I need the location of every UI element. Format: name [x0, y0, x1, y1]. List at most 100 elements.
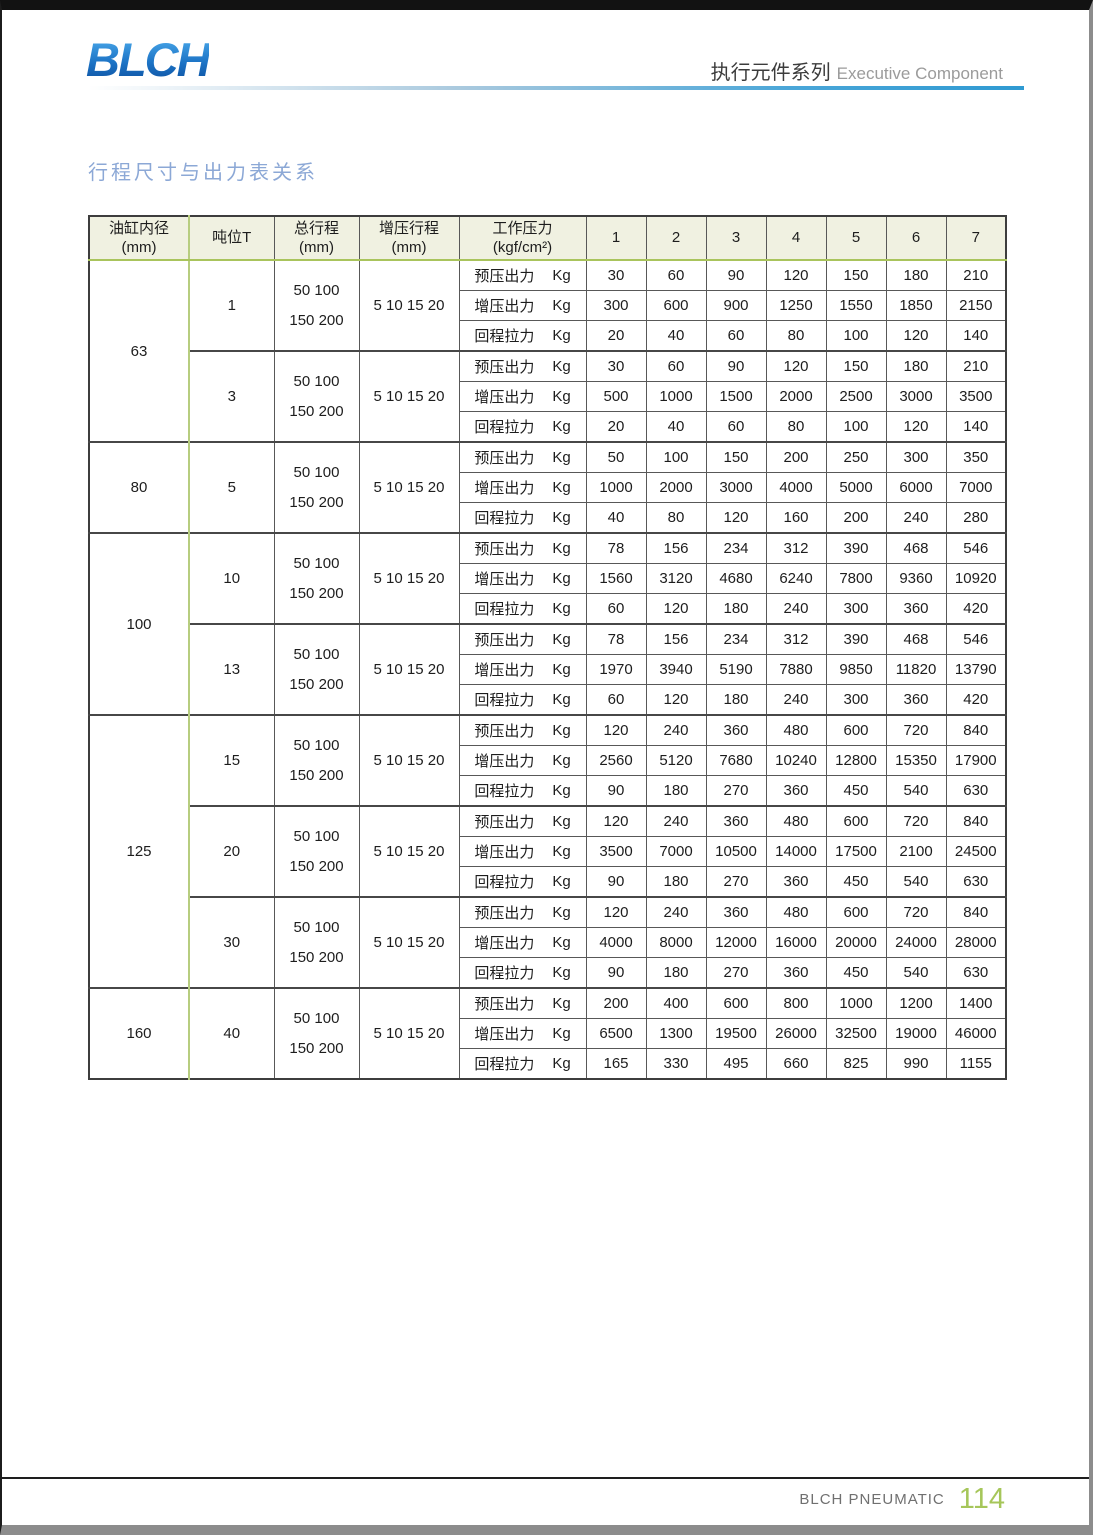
header-pressure: 1: [585, 215, 647, 261]
total-stroke-value: 50 100 150 200: [273, 623, 360, 716]
row-label-text: 增压出力 Kg: [460, 1023, 585, 1044]
bore-value: 100: [88, 532, 190, 716]
value-cell: 390: [825, 623, 887, 655]
header-line: (mm): [299, 239, 334, 256]
value-cell: 600: [825, 896, 887, 928]
stroke-line: 50 100: [293, 919, 340, 936]
tonnage-value: 15: [188, 714, 275, 807]
value-cell: 210: [945, 259, 1007, 291]
value-cell: 50: [585, 441, 647, 473]
row-label-zh: 回程拉力: [474, 601, 535, 618]
table-row: 13 50 100 150 200 5 10 15 20 预压出力 Kg 78 156 234 3…: [89, 623, 1007, 716]
header-row: 油缸内径 (mm) 吨位T 总行程 (mm) 增压行程 (mm) 工作压力 (kgf/cm²) 1…: [88, 215, 1007, 261]
footer-rule: [2, 1477, 1089, 1479]
value-cell: 17500: [825, 836, 887, 867]
table-row: 30 50 100 150 200 5 10 15 20 预压出力 Kg 120 240 360…: [89, 896, 1007, 989]
value-cell: 11820: [885, 654, 947, 685]
value-cell: 5120: [645, 745, 707, 776]
value-cell: 540: [885, 957, 947, 989]
row-label-zh: 预压出力: [474, 450, 535, 467]
total-stroke-value: 50 100 150 200: [273, 987, 360, 1080]
value-cell: 3500: [945, 381, 1007, 412]
value-cell: 3500: [585, 836, 647, 867]
row-label-zh: 预压出力: [474, 268, 535, 285]
value-cell: 3120: [645, 563, 707, 594]
row-label: 预压出力 Kg: [458, 350, 587, 382]
stroke-line: 50 100: [293, 646, 340, 663]
value-cell: 234: [705, 532, 767, 564]
bore-value: 125: [88, 714, 190, 989]
row-label: 预压出力 Kg: [458, 532, 587, 564]
boost-stroke-value: 5 10 15 20: [358, 623, 460, 716]
stroke-line: 150 200: [289, 312, 344, 329]
value-cell: 546: [945, 532, 1007, 564]
table-row: 回程拉力 Kg 60 120 180 240 300 360 420: [89, 593, 1007, 625]
row-label-unit: Kg: [552, 570, 571, 587]
row-label-zh: 回程拉力: [474, 1056, 535, 1073]
value-cell: 15350: [885, 745, 947, 776]
value-cell: 200: [765, 441, 827, 473]
row-label-unit: Kg: [552, 327, 571, 344]
value-cell: 180: [645, 866, 707, 898]
row-label-zh: 增压出力: [474, 389, 535, 406]
blch-logo: BLCH: [86, 33, 211, 86]
row-label-text: 回程拉力 Kg: [460, 1053, 585, 1074]
value-cell: 240: [645, 805, 707, 837]
value-cell: 17900: [945, 745, 1007, 776]
row-label-text: 预压出力 Kg: [460, 720, 585, 741]
header-line: (mm): [121, 239, 157, 256]
row-label-text: 增压出力 Kg: [460, 568, 585, 589]
row-label-text: 增压出力 Kg: [460, 477, 585, 498]
row-label-zh: 增压出力: [474, 662, 535, 679]
value-cell: 480: [765, 896, 827, 928]
value-cell: 9360: [885, 563, 947, 594]
value-cell: 420: [945, 593, 1007, 625]
value-cell: 1550: [825, 290, 887, 321]
header-total-stroke: 总行程 (mm): [273, 215, 360, 261]
value-cell: 720: [885, 896, 947, 928]
row-label-unit: Kg: [552, 479, 571, 496]
value-cell: 156: [645, 532, 707, 564]
row-label-zh: 回程拉力: [474, 510, 535, 527]
row-label-text: 预压出力 Kg: [460, 811, 585, 832]
value-cell: 1000: [585, 472, 647, 503]
bore-value: 63: [88, 259, 190, 443]
bore-value: 80: [88, 441, 190, 534]
value-cell: 78: [585, 532, 647, 564]
row-label-unit: Kg: [552, 995, 571, 1012]
value-cell: 540: [885, 866, 947, 898]
value-cell: 1400: [945, 987, 1007, 1019]
value-cell: 240: [885, 502, 947, 534]
header-line: 增压行程: [378, 219, 439, 237]
value-cell: 540: [885, 775, 947, 807]
row-label-zh: 增压出力: [474, 935, 535, 952]
value-cell: 20000: [825, 927, 887, 958]
row-label-zh: 增压出力: [474, 844, 535, 861]
row-label-zh: 预压出力: [474, 632, 535, 649]
row-label: 回程拉力 Kg: [458, 502, 587, 534]
value-cell: 1850: [885, 290, 947, 321]
row-label-zh: 回程拉力: [474, 783, 535, 800]
value-cell: 120: [765, 259, 827, 291]
boost-stroke-value: 5 10 15 20: [358, 532, 460, 625]
total-stroke-lines: 50 100 150 200: [275, 373, 358, 420]
value-cell: 60: [585, 593, 647, 625]
total-stroke-lines: 50 100 150 200: [275, 555, 358, 602]
row-label-zh: 增压出力: [474, 571, 535, 588]
value-cell: 300: [585, 290, 647, 321]
row-label-text: 增压出力 Kg: [460, 659, 585, 680]
header-gradient-rule: [88, 86, 1024, 90]
table-head: 油缸内径 (mm) 吨位T 总行程 (mm) 增压行程 (mm) 工作压力 (kgf/cm²) 1…: [88, 215, 1007, 261]
table-row: 回程拉力 Kg 90 180 270 360 450 540 630: [89, 775, 1007, 807]
value-cell: 180: [705, 684, 767, 716]
boost-stroke-value: 5 10 15 20: [358, 805, 460, 898]
value-cell: 60: [585, 684, 647, 716]
value-cell: 90: [585, 775, 647, 807]
header-pressure: 5: [825, 215, 887, 261]
table-row: 增压出力 Kg 2560 5120 7680 10240 12800 15350 17900: [89, 745, 1007, 776]
value-cell: 90: [705, 350, 767, 382]
tonnage-value: 5: [188, 441, 275, 534]
total-stroke-lines: 50 100 150 200: [275, 464, 358, 511]
value-cell: 600: [825, 714, 887, 746]
header-line: 吨位T: [212, 229, 252, 247]
